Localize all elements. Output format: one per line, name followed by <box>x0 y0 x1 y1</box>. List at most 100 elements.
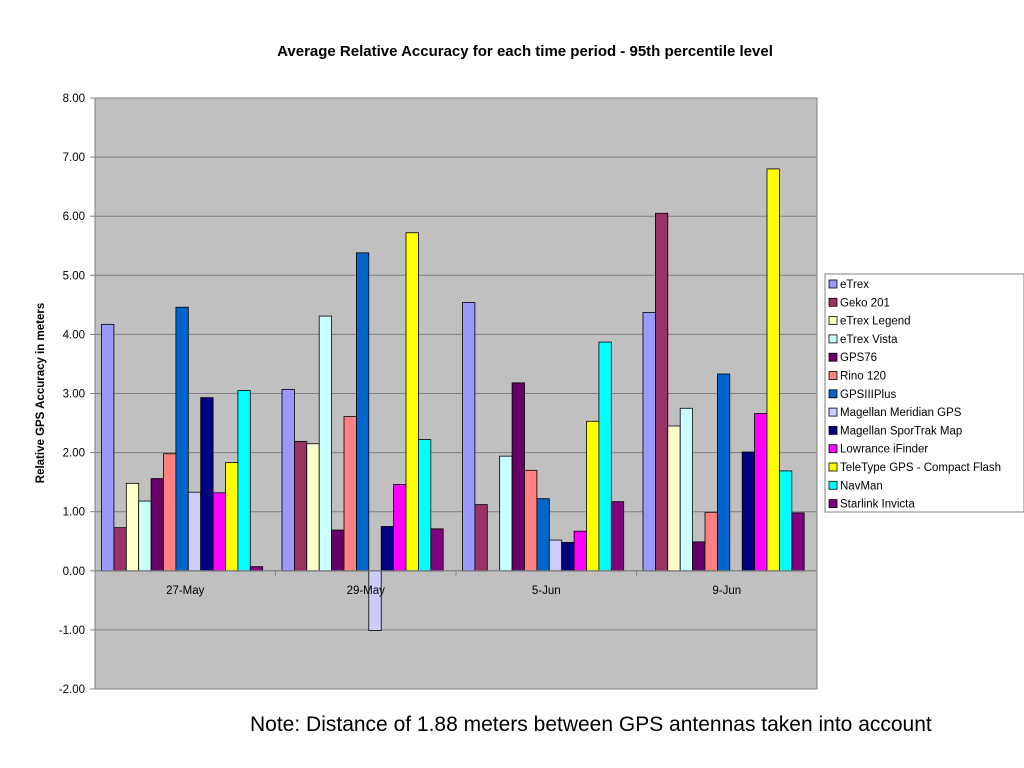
bar <box>791 512 805 572</box>
bar <box>405 232 419 572</box>
legend-entry: TeleType GPS - Compact Flash <box>840 462 1001 474</box>
y-tick-label: -1.00 <box>59 625 85 637</box>
bar <box>368 570 382 631</box>
legend-swatch <box>828 462 838 472</box>
bar <box>642 312 656 572</box>
bar <box>355 252 370 572</box>
bar <box>598 341 612 572</box>
bar <box>343 416 357 572</box>
chart-title: Average Relative Accuracy for each time … <box>277 43 773 60</box>
bar <box>610 501 625 572</box>
bar <box>499 455 513 572</box>
bar <box>561 542 575 572</box>
legend-entry: eTrex Legend <box>840 316 911 328</box>
axes <box>94 570 818 576</box>
bar <box>237 390 251 572</box>
bar <box>430 528 444 572</box>
bar <box>417 439 432 572</box>
bar <box>175 306 189 572</box>
bar <box>281 388 295 572</box>
legend-swatch <box>828 371 838 380</box>
y-tick-label: 5.00 <box>63 270 85 282</box>
bar <box>462 302 476 572</box>
legend-swatch <box>828 316 838 326</box>
legend-entry: Magellan Meridian GPS <box>840 407 962 419</box>
bar <box>200 397 214 572</box>
bar <box>655 212 669 572</box>
bar <box>212 492 226 572</box>
bar <box>586 420 600 572</box>
legend-swatch <box>828 480 838 490</box>
y-tick-label: -2.00 <box>59 684 85 696</box>
legend-swatch <box>828 334 838 344</box>
bar <box>125 482 140 572</box>
legend-entry: Geko 201 <box>840 297 890 309</box>
bar <box>138 500 152 572</box>
bar <box>766 168 780 572</box>
legend-entry: eTrex <box>840 279 869 291</box>
bar <box>754 413 768 572</box>
bar <box>293 440 308 572</box>
y-tick-label: 2.00 <box>63 448 85 460</box>
bar <box>717 373 731 572</box>
x-tick-label: 27-May <box>166 585 205 597</box>
legend-entry: Starlink Invicta <box>840 499 915 511</box>
legend-entry: GPS76 <box>840 352 877 364</box>
x-tick-label: 29-May <box>347 585 386 597</box>
note-text: Note: Distance of 1.88 meters between GP… <box>250 713 932 736</box>
x-tick-labels: 27-May 29-May 5-Jun 9-Jun <box>166 585 741 597</box>
x-tick-label: 5-Jun <box>532 585 561 597</box>
bar <box>692 541 706 572</box>
bar <box>225 462 239 572</box>
bar <box>474 504 488 572</box>
legend-box <box>824 273 1024 513</box>
legend-swatch <box>828 499 838 509</box>
bars <box>101 168 805 631</box>
legend-swatch <box>828 444 838 454</box>
x-tick-label: 9-Jun <box>712 585 741 597</box>
bar <box>548 539 563 572</box>
legend-entry: GPSIIIPlus <box>840 389 896 401</box>
legend-swatch <box>828 352 838 362</box>
y-tick-label: 1.00 <box>63 507 85 519</box>
gridlines <box>90 97 817 690</box>
bar <box>318 315 333 572</box>
bar <box>380 526 395 572</box>
legend-swatch <box>828 297 838 307</box>
y-tick-label: 4.00 <box>63 329 85 341</box>
bar <box>306 443 320 572</box>
bar <box>573 530 587 572</box>
legend-swatch <box>828 407 838 417</box>
y-tick-label: 6.00 <box>63 211 85 223</box>
bar <box>779 470 793 572</box>
legend: eTrex Geko 201 eTrex Legend eTrex Vista GPS7… <box>824 273 1024 513</box>
legend-entry: Lowrance iFinder <box>840 444 928 456</box>
y-axis-label: Relative GPS Accuracy in meters <box>35 303 47 483</box>
legend-entry: NavMan <box>840 480 883 492</box>
bar <box>163 453 177 572</box>
y-tick-label: 0.00 <box>63 566 85 578</box>
y-tick-label: 3.00 <box>63 389 85 401</box>
bar <box>331 529 345 572</box>
y-tick-label: 8.00 <box>63 93 85 105</box>
legend-swatch <box>828 389 838 399</box>
bar <box>524 469 538 572</box>
legend-swatch <box>828 425 838 435</box>
bar <box>679 407 694 572</box>
bar <box>187 491 202 572</box>
legend-swatch <box>828 279 838 289</box>
bar <box>393 484 407 572</box>
legend-entry: eTrex Vista <box>840 334 898 346</box>
bar <box>101 323 115 572</box>
y-tick-label: 7.00 <box>63 152 85 164</box>
y-tick-labels: -2.00 -1.00 0.00 1.00 2.00 3.00 4.00 5.00 6.00 7.… <box>59 93 85 696</box>
bar <box>667 425 681 572</box>
legend-entry: Magellan SporTrak Map <box>840 425 962 437</box>
bar <box>536 498 550 572</box>
legend-entry: Rino 120 <box>840 371 886 383</box>
bar <box>113 527 127 572</box>
bar <box>741 451 756 572</box>
bar <box>249 566 264 572</box>
bar <box>150 478 164 572</box>
